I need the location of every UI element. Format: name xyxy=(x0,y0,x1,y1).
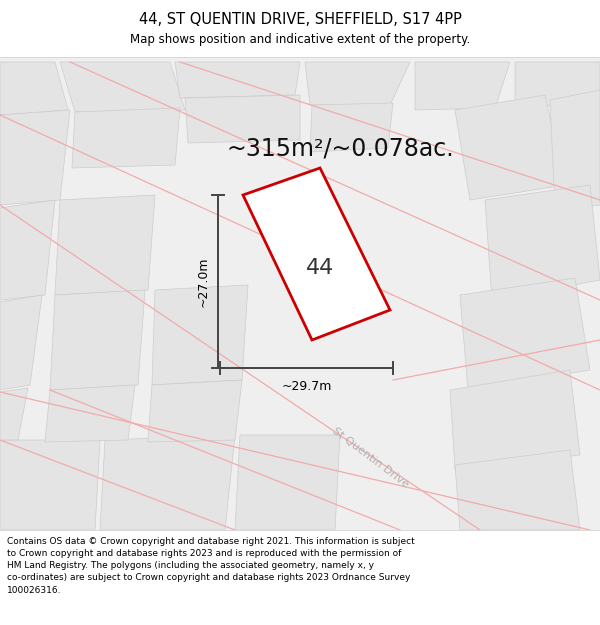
Text: St Quentin Drive: St Quentin Drive xyxy=(330,426,410,490)
Polygon shape xyxy=(50,290,145,390)
Polygon shape xyxy=(185,95,300,143)
Bar xyxy=(0,57,600,530)
Polygon shape xyxy=(55,195,155,295)
Bar xyxy=(0,530,600,625)
Polygon shape xyxy=(550,90,600,210)
Polygon shape xyxy=(305,62,410,105)
Polygon shape xyxy=(72,108,180,168)
Polygon shape xyxy=(455,95,565,200)
Text: ~315m²/~0.078ac.: ~315m²/~0.078ac. xyxy=(226,136,454,160)
Polygon shape xyxy=(0,110,70,205)
Polygon shape xyxy=(460,278,590,390)
Bar xyxy=(0,0,600,57)
Text: Contains OS data © Crown copyright and database right 2021. This information is : Contains OS data © Crown copyright and d… xyxy=(7,537,415,594)
Text: ~27.0m: ~27.0m xyxy=(197,256,210,307)
Polygon shape xyxy=(0,62,68,115)
Polygon shape xyxy=(152,285,248,385)
Polygon shape xyxy=(450,370,580,470)
Polygon shape xyxy=(243,168,390,340)
Polygon shape xyxy=(485,185,600,300)
Polygon shape xyxy=(0,200,55,300)
Text: ~29.7m: ~29.7m xyxy=(281,380,332,393)
Polygon shape xyxy=(148,380,242,442)
Polygon shape xyxy=(60,62,185,112)
Polygon shape xyxy=(45,385,135,442)
Polygon shape xyxy=(415,62,510,110)
Polygon shape xyxy=(0,388,28,440)
Polygon shape xyxy=(0,295,42,390)
Text: Map shows position and indicative extent of the property.: Map shows position and indicative extent… xyxy=(130,34,470,46)
Polygon shape xyxy=(235,435,340,530)
Polygon shape xyxy=(100,435,235,530)
Polygon shape xyxy=(0,440,100,530)
Polygon shape xyxy=(515,62,600,110)
Polygon shape xyxy=(455,450,580,530)
Text: 44: 44 xyxy=(306,258,334,278)
Text: 44, ST QUENTIN DRIVE, SHEFFIELD, S17 4PP: 44, ST QUENTIN DRIVE, SHEFFIELD, S17 4PP xyxy=(139,11,461,26)
Polygon shape xyxy=(175,62,300,98)
Polygon shape xyxy=(310,103,393,152)
